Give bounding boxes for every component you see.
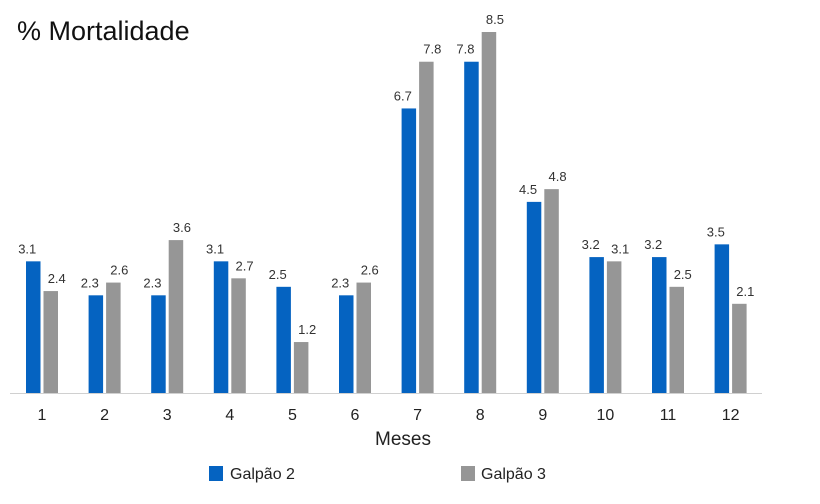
data-label: 3.2 — [582, 237, 600, 252]
x-tick-label: 6 — [351, 407, 360, 424]
legend-swatch-galpao-3 — [461, 466, 475, 481]
bars-group: 3.1 2.4 2.3 2.6 2.3 3.6 3.1 2.7 2.5 1.2 2.3 2.6 6.7 7… — [18, 12, 754, 394]
chart-title: % Mortalidade — [17, 16, 190, 46]
legend-label-galpao-2: Galpão 2 — [230, 466, 295, 483]
legend-label-galpao-3: Galpão 3 — [481, 466, 546, 483]
data-label: 2.3 — [143, 275, 161, 290]
bar-galpao-3-month-10 — [606, 261, 622, 393]
data-label: 3.5 — [707, 224, 725, 239]
bar-galpao-2-month-1 — [26, 261, 41, 393]
x-tick-label: 4 — [225, 407, 234, 424]
data-label: 2.5 — [674, 267, 692, 282]
x-tick-label: 10 — [597, 407, 615, 424]
x-tick-label: 8 — [476, 407, 485, 424]
bar-galpao-3-month-4 — [231, 278, 246, 393]
bar-galpao-2-month-3 — [151, 295, 166, 393]
bar-galpao-3-month-3 — [168, 240, 184, 393]
bar-galpao-2-month-4 — [213, 261, 229, 393]
data-label: 8.5 — [486, 12, 504, 27]
x-tick-label: 12 — [722, 407, 740, 424]
bar-galpao-2-month-5 — [276, 286, 291, 393]
data-label: 7.8 — [456, 42, 474, 57]
data-label: 7.8 — [423, 42, 441, 57]
bar-galpao-2-month-6 — [339, 295, 354, 393]
bar-galpao-2-month-10 — [589, 257, 604, 393]
data-label: 2.1 — [736, 284, 754, 299]
x-tick-label: 9 — [538, 407, 547, 424]
bar-galpao-2-month-9 — [526, 201, 542, 393]
data-label: 2.4 — [48, 271, 66, 286]
x-tick-label: 5 — [288, 407, 297, 424]
data-label: 2.6 — [110, 263, 128, 278]
data-label: 3.1 — [206, 241, 224, 256]
x-tick-label: 11 — [660, 407, 677, 424]
x-axis-title: Meses — [375, 429, 431, 450]
data-label: 6.7 — [394, 88, 412, 103]
bar-galpao-3-month-5 — [293, 342, 309, 393]
bar-galpao-2-month-8 — [464, 61, 479, 394]
x-tick-label: 2 — [100, 407, 109, 424]
bar-galpao-3-month-2 — [106, 282, 121, 393]
data-label: 3.2 — [644, 237, 662, 252]
data-label: 2.6 — [361, 263, 379, 278]
bar-galpao-3-month-1 — [43, 291, 58, 393]
bar-galpao-3-month-11 — [669, 286, 684, 393]
bar-galpao-3-month-7 — [419, 61, 434, 394]
bar-galpao-2-month-11 — [652, 257, 667, 393]
data-label: 2.3 — [81, 275, 99, 290]
bar-galpao-2-month-2 — [88, 295, 104, 393]
bar-galpao-2-month-7 — [401, 108, 417, 394]
data-label: 2.7 — [236, 258, 254, 273]
bar-galpao-3-month-6 — [356, 282, 371, 393]
x-tick-label: 1 — [38, 407, 47, 424]
bar-galpao-3-month-8 — [481, 32, 497, 393]
data-label: 2.3 — [331, 275, 349, 290]
legend: Galpão 2 Galpão 3 — [209, 466, 546, 483]
bar-galpao-3-month-9 — [544, 189, 559, 393]
data-label: 3.6 — [173, 220, 191, 235]
data-label: 2.5 — [269, 267, 287, 282]
data-label: 4.8 — [549, 169, 567, 184]
bar-galpao-2-month-12 — [714, 244, 730, 393]
x-tick-label: 7 — [413, 407, 422, 424]
data-label: 4.5 — [519, 182, 537, 197]
data-label: 1.2 — [298, 322, 316, 337]
data-label: 3.1 — [611, 241, 629, 256]
x-tick-label: 3 — [163, 407, 172, 424]
x-tick-labels: 1 2 3 4 5 6 7 8 9 10 11 12 — [38, 407, 740, 424]
bar-galpao-3-month-12 — [732, 303, 747, 393]
data-label: 3.1 — [18, 241, 36, 256]
legend-swatch-galpao-2 — [209, 466, 223, 481]
